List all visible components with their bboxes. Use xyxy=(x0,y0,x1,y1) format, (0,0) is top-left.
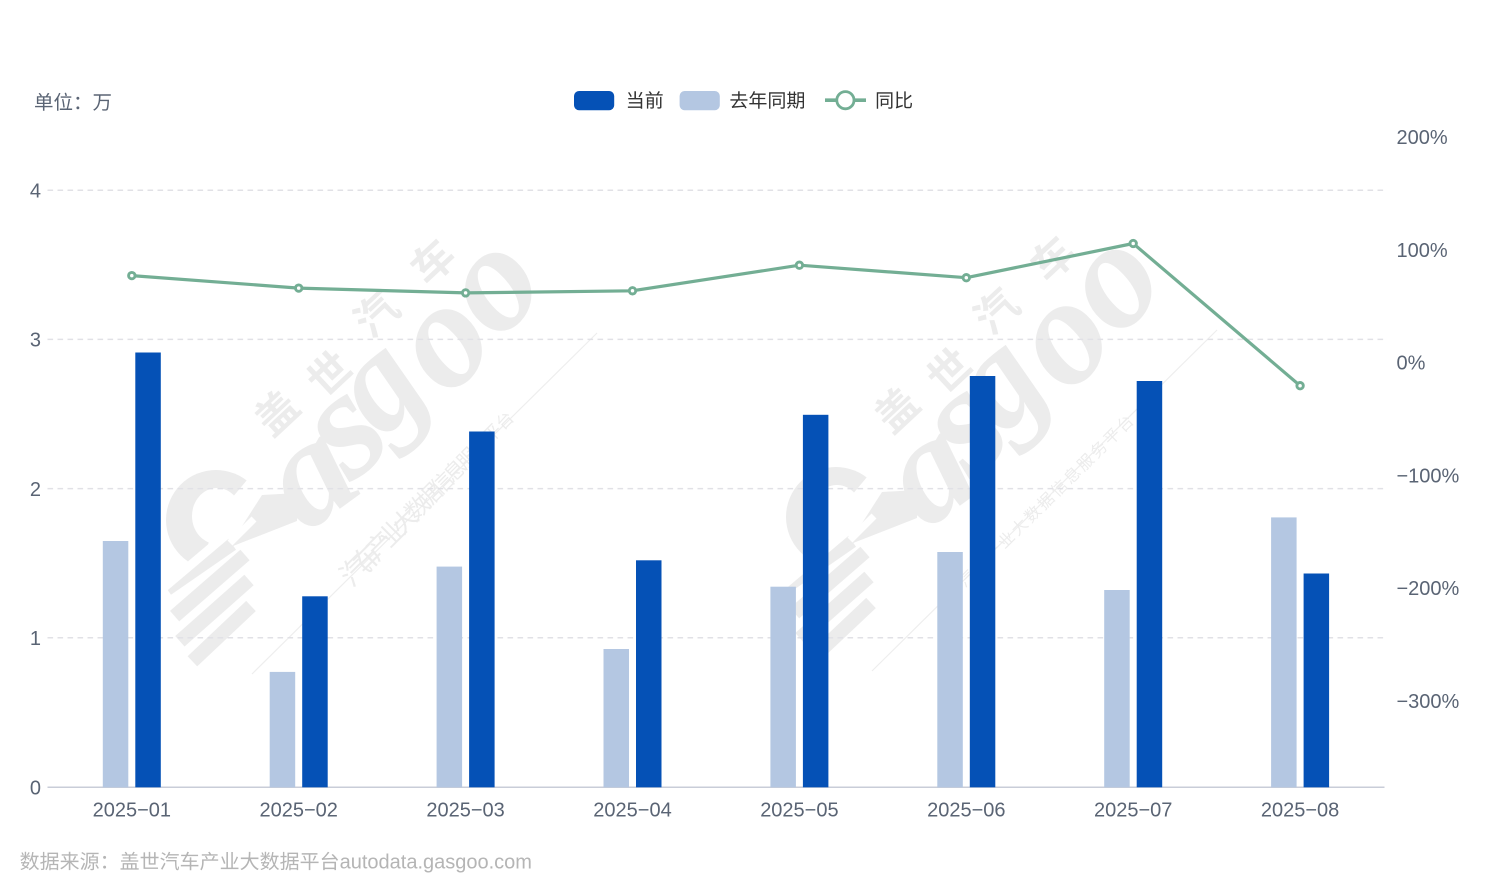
svg-text:2025−05: 2025−05 xyxy=(760,799,838,821)
svg-text:0%: 0% xyxy=(1397,353,1426,375)
svg-text:0: 0 xyxy=(30,778,41,800)
svg-text:1: 1 xyxy=(30,628,41,650)
svg-text:−300%: −300% xyxy=(1397,691,1460,713)
svg-text:4: 4 xyxy=(30,180,41,202)
svg-text:2025−03: 2025−03 xyxy=(426,799,504,821)
svg-text:200%: 200% xyxy=(1397,127,1448,149)
svg-text:autodata.gasgoo.com: autodata.gasgoo.com xyxy=(340,852,532,874)
svg-text:−100%: −100% xyxy=(1397,465,1460,487)
svg-text:−200%: −200% xyxy=(1397,578,1460,600)
svg-text:2025−06: 2025−06 xyxy=(927,799,1005,821)
svg-text:2: 2 xyxy=(30,479,41,501)
svg-text:2025−07: 2025−07 xyxy=(1094,799,1172,821)
svg-text:2025−08: 2025−08 xyxy=(1261,799,1339,821)
svg-text:2025−04: 2025−04 xyxy=(593,799,671,821)
svg-text:2025−02: 2025−02 xyxy=(259,799,337,821)
svg-text:2025−01: 2025−01 xyxy=(93,799,171,821)
svg-text:3: 3 xyxy=(30,330,41,352)
svg-text:100%: 100% xyxy=(1397,240,1448,262)
